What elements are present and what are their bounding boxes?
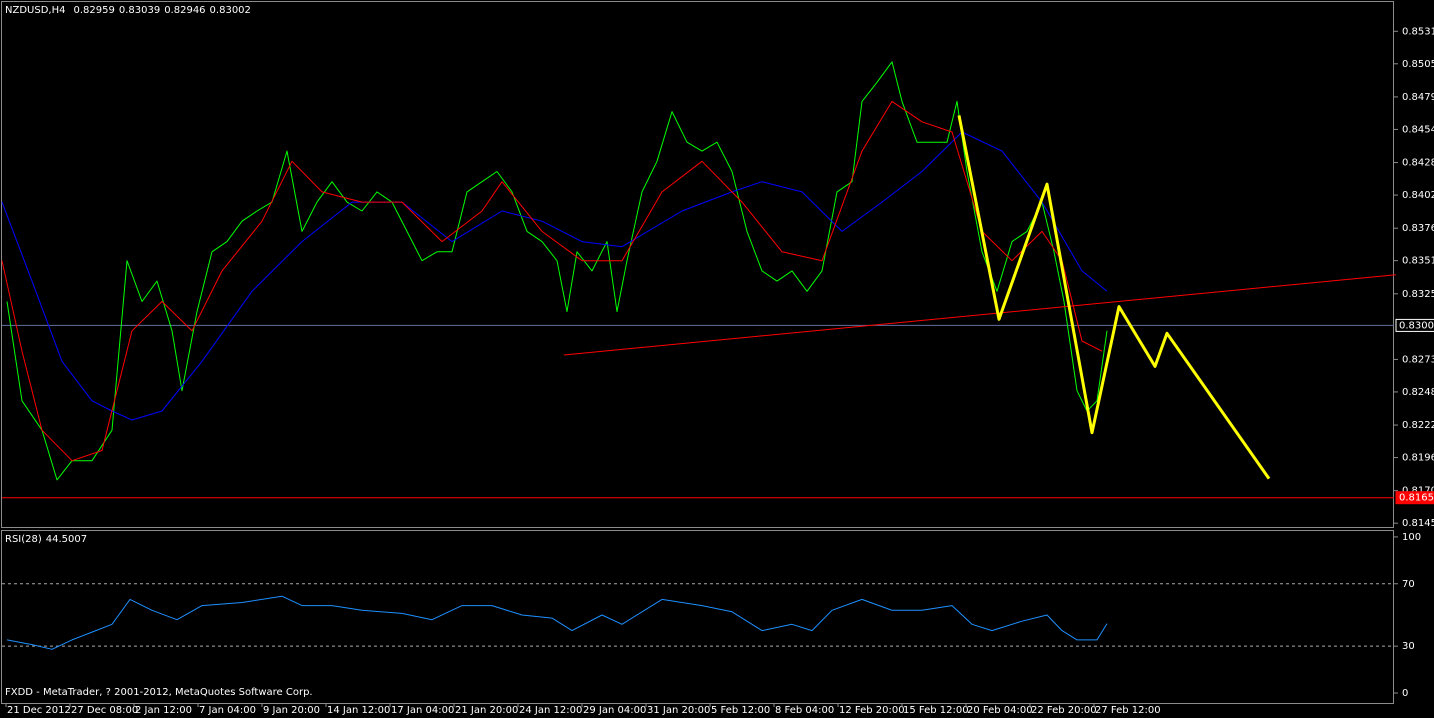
series-line — [1, 100, 1103, 462]
panel-title: RSI(28) 44.5007 — [5, 534, 87, 545]
x-tick-label: 17 Jan 04:00 — [391, 705, 454, 716]
ohlc-value: 0.83039 — [119, 5, 160, 16]
x-tick-label: 2 Jan 12:00 — [135, 705, 192, 716]
y-tick-label: 100 — [1402, 532, 1421, 543]
indicator-name: RSI(28) — [5, 534, 42, 545]
trend-line — [563, 274, 1397, 356]
y-tick-label: 70 — [1402, 579, 1415, 590]
x-tick-label: 5 Feb 12:00 — [711, 705, 770, 716]
x-tick-label: 14 Jan 12:00 — [327, 705, 390, 716]
x-tick-label: 9 Jan 20:00 — [263, 705, 320, 716]
ohlc-value: 0.83002 — [210, 5, 251, 16]
price-tag-label: 0.81650 — [1399, 493, 1434, 504]
x-tick-label: 7 Jan 04:00 — [199, 705, 256, 716]
footer-text: FXDD - MetaTrader, ? 2001-2012, MetaQuot… — [5, 687, 313, 698]
y-tick-label: 0.84025 — [1402, 190, 1434, 201]
panel-title: NZDUSD,H4 0.82959 0.83039 0.82946 0.83002 — [5, 5, 251, 16]
price-tag: 0.83002 — [1395, 318, 1434, 332]
price-tag: 0.81650 — [1395, 491, 1434, 505]
x-tick-label: 24 Jan 12:00 — [519, 705, 582, 716]
x-tick-label: 15 Feb 12:00 — [903, 705, 969, 716]
x-tick-label: 27 Dec 08:00 — [71, 705, 138, 716]
x-tick-label: 27 Feb 12:00 — [1095, 705, 1161, 716]
ohlc-value: 0.82946 — [164, 5, 205, 16]
series-line — [1, 131, 1108, 421]
projection-line — [957, 115, 1271, 480]
y-tick-label: 0.82735 — [1402, 354, 1434, 365]
price-tag-box — [1395, 491, 1434, 505]
series-line — [6, 595, 1108, 650]
x-tick-label: 29 Jan 04:00 — [583, 705, 646, 716]
price-tag-box — [1395, 318, 1434, 332]
y-tick-label: 0.81705 — [1402, 486, 1434, 497]
y-tick-label: 0.81965 — [1402, 453, 1434, 464]
ohlc-value: 0.82959 — [73, 5, 114, 16]
y-tick-label: 0.83765 — [1402, 223, 1434, 234]
y-tick-label: 0.85055 — [1402, 59, 1434, 70]
x-tick-label: 20 Feb 04:00 — [967, 705, 1033, 716]
y-tick-label: 0.84795 — [1402, 92, 1434, 103]
series-line — [6, 61, 1108, 481]
x-tick-label: 31 Jan 20:00 — [647, 705, 710, 716]
x-tick-label: 22 Feb 20:00 — [1031, 705, 1097, 716]
price-tag-label: 0.83002 — [1399, 320, 1434, 331]
y-tick-label: 30 — [1402, 641, 1415, 652]
indicator-value: 44.5007 — [46, 534, 87, 545]
y-tick-label: 0 — [1402, 688, 1408, 699]
x-tick-label: 21 Jan 20:00 — [455, 705, 518, 716]
rsi-panel — [1, 530, 1394, 704]
x-tick-label: 8 Feb 04:00 — [775, 705, 834, 716]
indicator-name: NZDUSD,H4 — [5, 5, 65, 16]
price-panel — [1, 1, 1394, 528]
x-tick-label: 12 Feb 20:00 — [839, 705, 905, 716]
x-tick-label: 21 Dec 2012 — [7, 705, 71, 716]
